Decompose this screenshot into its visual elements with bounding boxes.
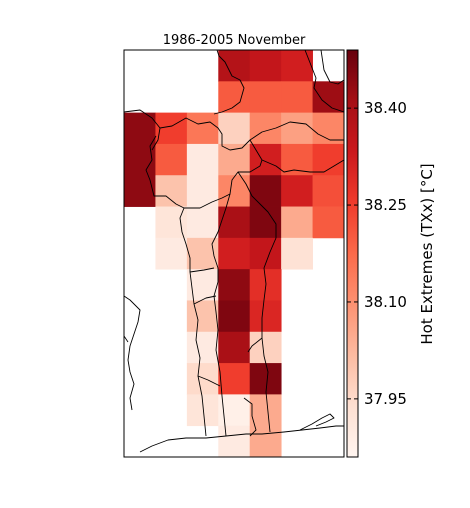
heatmap-cell: [281, 237, 313, 270]
heatmap-cell: [186, 363, 219, 395]
heatmap-cell: [312, 206, 344, 239]
heatmap-cell: [155, 143, 188, 176]
heatmap-cell: [312, 143, 344, 176]
heatmap-cell: [249, 363, 282, 395]
heatmap-cell: [186, 175, 219, 207]
colorbar-tick-label: 38.40: [364, 99, 407, 117]
heatmap-cell: [249, 50, 282, 82]
heatmap-cell: [249, 112, 282, 145]
heatmap-cell: [218, 269, 251, 301]
country-borders: [124, 50, 344, 453]
border-line: [211, 193, 231, 437]
border-line: [124, 109, 263, 209]
colorbar-tick-label: 38.10: [364, 293, 407, 311]
border-line: [243, 397, 257, 437]
heatmap-cell: [281, 143, 313, 176]
heatmap-cells: [124, 50, 344, 457]
heatmap-cell: [186, 143, 219, 176]
border-line: [151, 127, 161, 151]
heatmap-cell: [249, 175, 282, 207]
border-line: [304, 50, 344, 113]
map-title: 1986-2005 November: [163, 33, 306, 48]
heatmap-cell: [124, 112, 156, 145]
heatmap-cell: [186, 112, 219, 145]
heatmap-cell: [155, 175, 188, 207]
heatmap-cell: [186, 394, 219, 427]
heatmap-cell: [249, 300, 282, 333]
border-line: [213, 50, 245, 115]
coastline: [299, 413, 335, 431]
heatmap-cell: [186, 269, 219, 301]
heatmap-cell: [124, 143, 156, 176]
heatmap-cell: [155, 237, 188, 270]
heatmap-cell: [124, 175, 156, 207]
heatmap-cell: [281, 81, 313, 114]
map-frame: [123, 49, 345, 458]
heatmap-cell: [218, 112, 251, 145]
heatmap-cell: [249, 425, 282, 457]
border-line: [249, 121, 344, 141]
colorbar-tick-label: 38.25: [364, 196, 407, 214]
border-line: [193, 295, 217, 305]
colorbar: [347, 50, 358, 457]
heatmap-cell: [249, 394, 282, 427]
coastline: [139, 425, 344, 453]
heatmap-cell: [218, 175, 251, 207]
heatmap-cell: [249, 206, 282, 239]
colorbar-frame: [346, 49, 359, 458]
border-line: [124, 335, 129, 343]
border-line: [237, 171, 277, 433]
heatmap-cell: [218, 363, 251, 395]
heatmap-cell: [186, 331, 219, 364]
heatmap-cell: [312, 81, 344, 114]
border-line: [197, 375, 221, 387]
border-line: [261, 159, 344, 173]
heatmap-cell: [218, 237, 251, 270]
heatmap-cell: [186, 206, 219, 239]
heatmap-cell: [155, 112, 188, 145]
heatmap-cell: [218, 331, 251, 364]
heatmap-cell: [281, 206, 313, 239]
colorbar-label: Hot Extremes (TXx) [°C]: [418, 163, 436, 344]
heatmap-cell: [281, 112, 313, 145]
border-line: [189, 267, 215, 273]
heatmap-cell: [249, 143, 282, 176]
heatmap-cell: [218, 300, 251, 333]
heatmap-cell: [218, 143, 251, 176]
heatmap-cell: [281, 175, 313, 207]
colorbar-tick-label: 37.95: [364, 390, 407, 408]
border-line: [320, 50, 344, 85]
heatmap-cell: [281, 50, 313, 82]
border-line: [124, 295, 141, 411]
heatmap-cell: [312, 175, 344, 207]
heatmap-cell: [249, 81, 282, 114]
heatmap-cell: [218, 50, 251, 82]
colorbar-ticks: 37.95 38.10 38.25 38.40: [347, 99, 407, 408]
heatmap-cell: [218, 81, 251, 114]
heatmap-cell: [249, 331, 282, 364]
heatmap-cell: [218, 206, 251, 239]
border-line: [247, 337, 263, 353]
heatmap-cell: [218, 425, 251, 457]
heatmap-cell: [186, 300, 219, 333]
